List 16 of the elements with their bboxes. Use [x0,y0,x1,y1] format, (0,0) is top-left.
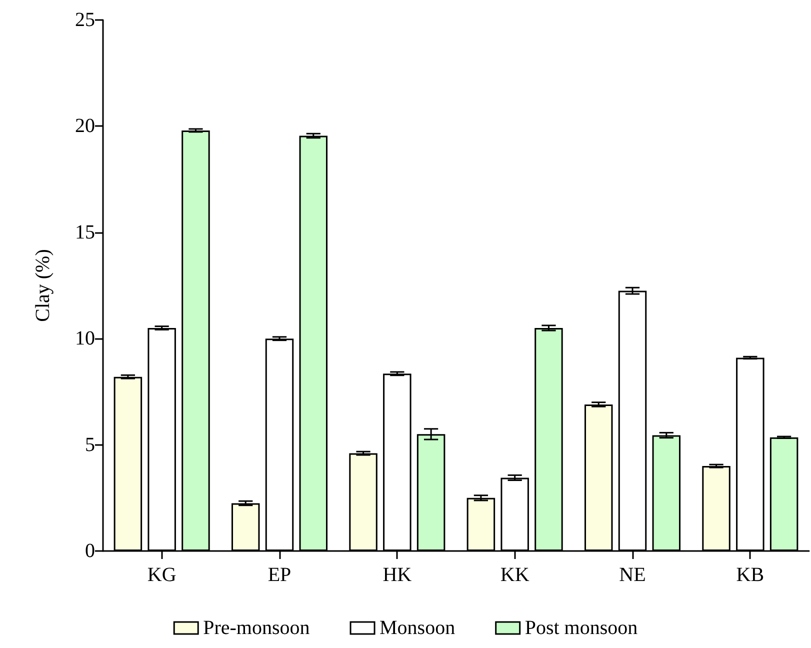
y-tick-label: 0 [85,540,95,562]
y-tick-label: 25 [75,9,95,31]
legend-label: Monsoon [380,617,456,639]
x-tick-label: HK [382,564,412,586]
y-tick-label: 5 [85,434,95,456]
y-axis-title: Clay (%) [32,249,54,322]
x-tick-label: EP [268,564,292,586]
x-tick-label: KG [147,564,176,586]
y-tick-label: 15 [75,221,95,244]
y-tick-label: 20 [75,115,95,138]
x-tick-label: KB [736,564,764,586]
legend-label: Pre-monsoon [203,617,310,639]
x-tick-label: KK [500,564,530,586]
y-tick-label: 10 [75,328,95,350]
x-tick-label: NE [619,564,646,586]
legend-label: Post monsoon [524,617,638,639]
